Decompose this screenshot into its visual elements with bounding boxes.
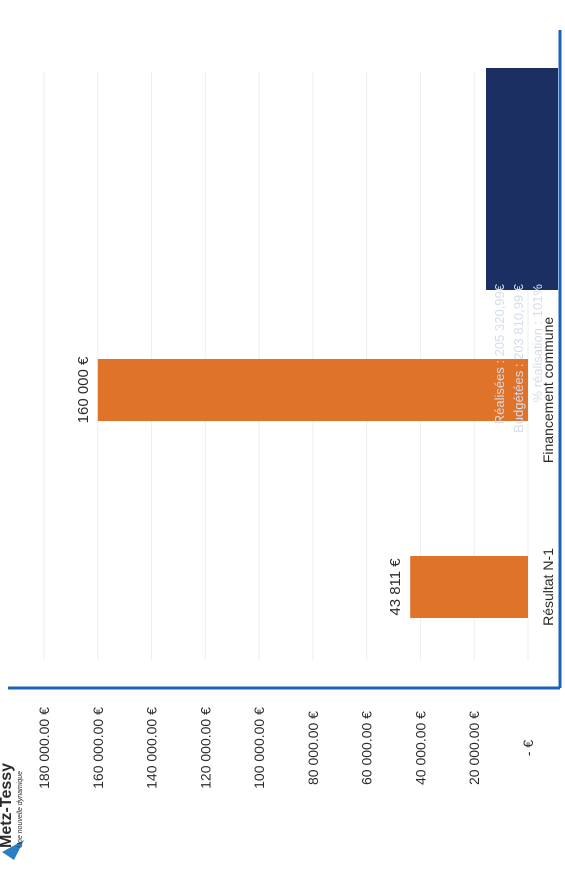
y-tick-label: 20 000.00 € — [466, 711, 482, 785]
bars — [97, 198, 529, 618]
summary-box: Réalisées : 205 320,99€ Budgétées : 203 8… — [486, 68, 558, 433]
y-tick-label: 140 000.00 € — [144, 707, 160, 789]
y-tick-label: 180 000.00 € — [36, 707, 52, 789]
logo-name: Metz-Tessy — [0, 763, 15, 848]
logo-tagline: Une nouvelle dynamique — [17, 771, 24, 848]
y-tick-label: 80 000.00 € — [305, 711, 321, 785]
category-label: Résultat N-1 — [540, 548, 556, 626]
y-tick-label: 160 000.00 € — [90, 707, 106, 789]
y-tick-label: 120 000.00 € — [197, 707, 213, 789]
data-label: 43 811 € — [387, 558, 404, 616]
y-tick-label: 40 000.00 € — [412, 711, 428, 785]
logo: Metz-Tessy Une nouvelle dynamique — [0, 763, 24, 860]
logo-mark-icon — [2, 840, 24, 860]
y-tick-labels: - € 20 000.00 € 40 000.00 € 60 000.00 € 80 0… — [36, 707, 536, 789]
summary-panel — [486, 68, 558, 290]
data-label: 160 000 € — [75, 356, 92, 423]
bar-2 — [97, 359, 529, 421]
summary-line-2: Budgétées : 203 810,99 € — [511, 283, 526, 433]
bar-1 — [410, 556, 528, 618]
summary-line-3: % réalisation : 101% — [530, 284, 545, 403]
y-tick-label: 100 000.00 € — [251, 707, 267, 789]
category-label: Financement commune — [540, 317, 556, 464]
y-tick-label: 60 000.00 € — [359, 711, 375, 785]
y-tick-label: - € — [520, 740, 536, 757]
summary-line-1: Réalisées : 205 320,99€ — [492, 283, 507, 424]
